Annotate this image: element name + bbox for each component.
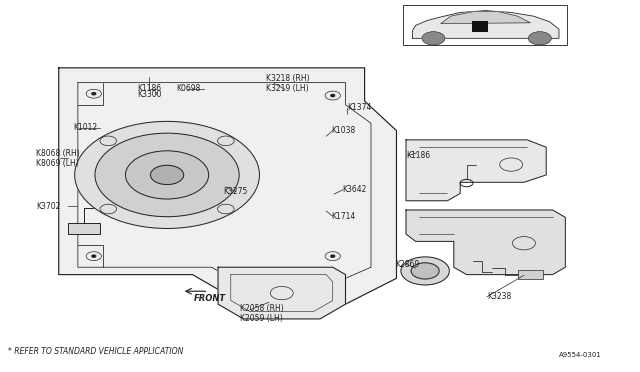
- Text: K1186: K1186: [406, 151, 430, 160]
- Circle shape: [411, 263, 439, 279]
- Text: FRONT: FRONT: [194, 294, 226, 303]
- Circle shape: [150, 165, 184, 185]
- Text: K3238: K3238: [487, 292, 511, 301]
- Text: K0698: K0698: [177, 84, 201, 93]
- Text: K2058 (RH)
K2059 (LH): K2058 (RH) K2059 (LH): [241, 304, 284, 323]
- FancyBboxPatch shape: [472, 21, 488, 32]
- Polygon shape: [406, 140, 546, 201]
- Text: K3300: K3300: [137, 90, 162, 99]
- Circle shape: [92, 93, 96, 95]
- Text: K3702: K3702: [36, 202, 61, 211]
- Circle shape: [401, 257, 449, 285]
- Text: K3218 (RH)
K3219 (LH): K3218 (RH) K3219 (LH): [266, 74, 310, 93]
- Polygon shape: [412, 11, 559, 38]
- Text: K1714: K1714: [332, 212, 356, 221]
- Polygon shape: [406, 210, 565, 275]
- Circle shape: [422, 32, 445, 45]
- Text: K1038: K1038: [332, 126, 356, 135]
- Polygon shape: [59, 68, 396, 304]
- Text: K3275: K3275: [223, 187, 248, 196]
- Text: K1374: K1374: [348, 103, 372, 112]
- Text: A9554-0301: A9554-0301: [559, 352, 602, 358]
- Text: K2869: K2869: [395, 260, 419, 269]
- Circle shape: [92, 255, 96, 257]
- Text: K1012: K1012: [73, 123, 97, 132]
- FancyBboxPatch shape: [518, 270, 543, 279]
- Polygon shape: [218, 267, 346, 319]
- Circle shape: [125, 151, 209, 199]
- Circle shape: [331, 255, 335, 257]
- Text: K8068 (RH)
K8069 (LH): K8068 (RH) K8069 (LH): [36, 148, 80, 168]
- Circle shape: [75, 121, 259, 228]
- Text: K3642: K3642: [342, 185, 367, 194]
- Polygon shape: [441, 12, 531, 23]
- FancyBboxPatch shape: [68, 223, 100, 234]
- Circle shape: [331, 94, 335, 97]
- Text: K1186: K1186: [137, 84, 161, 93]
- Text: * REFER TO STANDARD VEHICLE APPLICATION: * REFER TO STANDARD VEHICLE APPLICATION: [8, 347, 183, 356]
- Circle shape: [95, 133, 239, 217]
- Circle shape: [529, 32, 551, 45]
